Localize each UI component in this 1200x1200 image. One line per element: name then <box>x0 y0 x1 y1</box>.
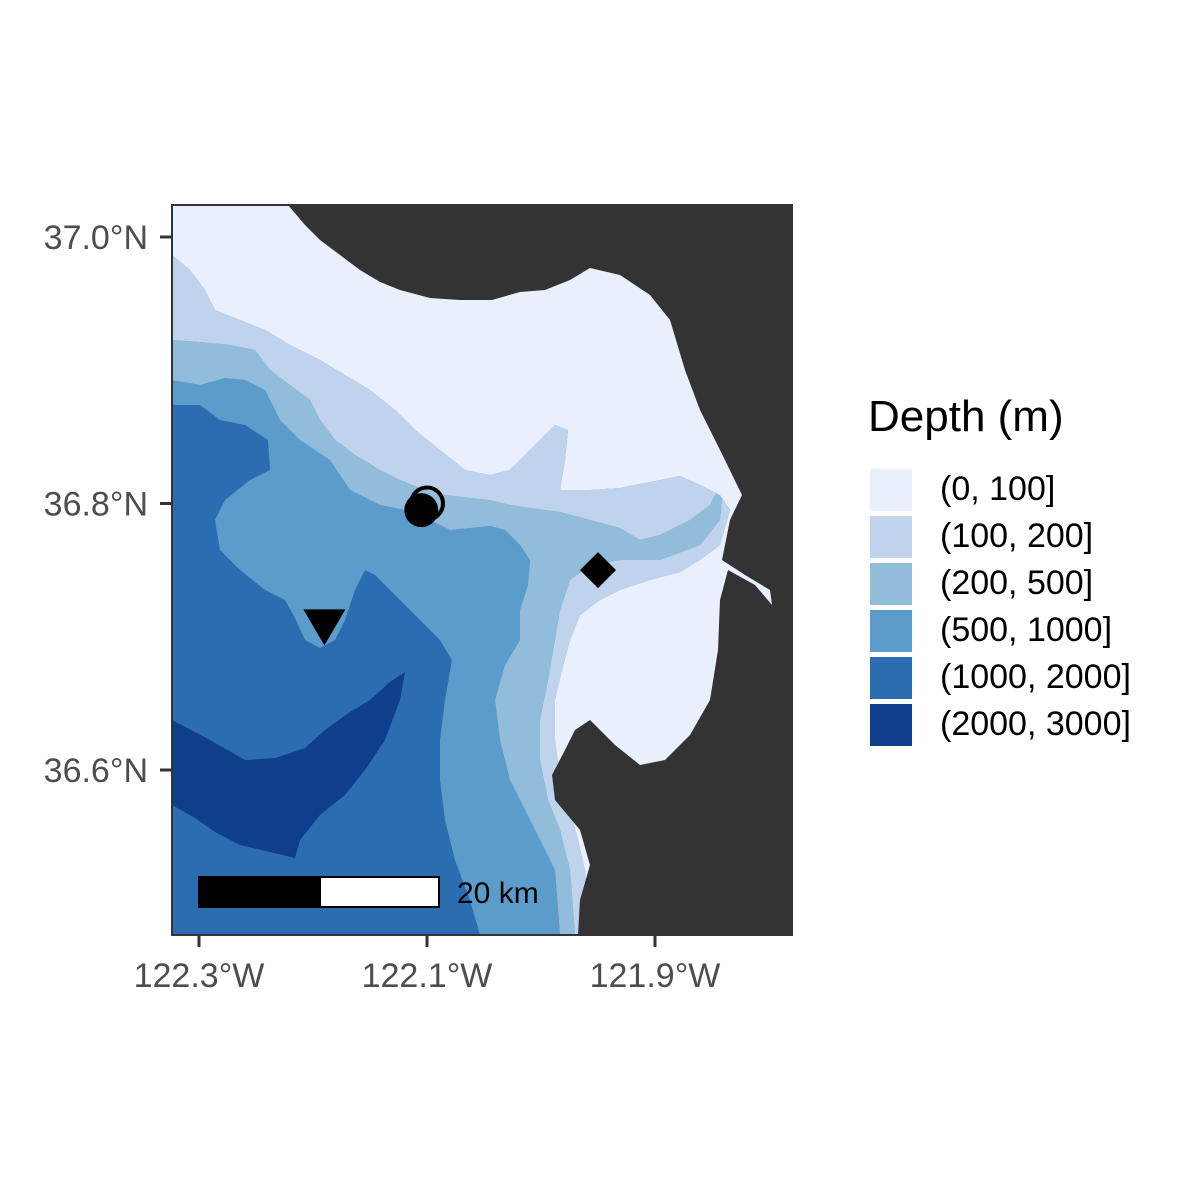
y-axis: 37.0°N 36.8°N 36.6°N <box>44 219 172 790</box>
scale-bar-white-segment <box>319 876 440 908</box>
filled-circle-marker <box>404 493 439 528</box>
legend-item: (2000, 3000] <box>870 701 1131 748</box>
depth-zone-500-1000 <box>172 378 560 935</box>
legend-item: (500, 1000] <box>870 607 1131 654</box>
panel-border <box>171 204 793 936</box>
map-panel <box>172 205 792 935</box>
legend-title: Depth (m) <box>868 392 1064 441</box>
legend: (0, 100] (100, 200] (200, 500] (500, 1000] (… <box>870 466 1131 748</box>
depth-zone-0-100 <box>172 205 792 935</box>
legend-label: (0, 100] <box>940 470 1056 508</box>
x-tick-label: 122.3°W <box>134 957 265 995</box>
legend-swatch <box>870 703 912 746</box>
legend-swatch <box>870 656 912 699</box>
down-triangle-marker <box>303 609 346 646</box>
y-tick-label: 37.0°N <box>44 219 148 257</box>
land-mass <box>288 205 792 935</box>
x-axis: 122.3°W 122.1°W 121.9°W <box>134 935 721 995</box>
scale-bar-label: 20 km <box>457 877 539 910</box>
site-markers <box>303 485 616 646</box>
legend-item: (200, 500] <box>870 560 1131 607</box>
legend-swatch <box>870 562 912 605</box>
y-tick-label: 36.8°N <box>44 486 148 524</box>
legend-label: (1000, 2000] <box>940 658 1131 696</box>
y-tick-label: 36.6°N <box>44 752 148 790</box>
legend-label: (2000, 3000] <box>940 705 1131 743</box>
scale-bar: 20 km <box>198 876 539 910</box>
legend-label: (200, 500] <box>940 564 1094 602</box>
scale-bar-outline <box>198 876 440 908</box>
legend-swatch <box>870 609 912 652</box>
scale-bar-black-segment <box>199 877 320 907</box>
depth-zone-2000-3000 <box>172 672 405 858</box>
legend-swatch <box>870 515 912 558</box>
x-tick-label: 122.1°W <box>362 957 493 995</box>
legend-label: (100, 200] <box>940 517 1094 555</box>
x-tick-label: 121.9°W <box>590 957 721 995</box>
diamond-marker <box>580 552 616 589</box>
legend-item: (100, 200] <box>870 513 1131 560</box>
legend-item: (0, 100] <box>870 466 1131 513</box>
legend-swatch <box>870 468 912 511</box>
depth-zone-100-200 <box>172 255 730 935</box>
legend-item: (1000, 2000] <box>870 654 1131 701</box>
legend-label: (500, 1000] <box>940 611 1113 649</box>
